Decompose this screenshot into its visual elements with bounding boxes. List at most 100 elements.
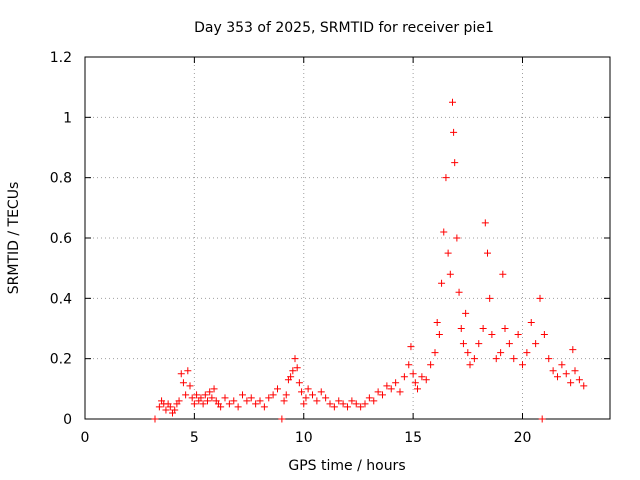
data-point	[462, 309, 470, 317]
data-point	[457, 325, 465, 332]
data-point	[278, 415, 286, 423]
data-point	[459, 340, 467, 348]
data-point	[326, 400, 334, 408]
data-point	[151, 415, 159, 423]
data-point	[527, 318, 535, 326]
data-point	[179, 379, 187, 387]
data-point	[188, 394, 196, 402]
data-point	[438, 279, 446, 287]
data-point	[339, 400, 347, 408]
data-point	[479, 325, 487, 332]
data-point	[182, 391, 190, 399]
data-point	[171, 406, 179, 414]
data-point	[536, 294, 544, 302]
data-point	[230, 397, 238, 405]
data-point	[282, 391, 290, 399]
data-point	[470, 355, 478, 363]
data-point	[274, 385, 281, 393]
data-point	[379, 391, 386, 399]
y-tick-labels: 0 0.2 0.4 0.6 0.8 1 1.2	[50, 50, 72, 428]
data-point	[221, 394, 229, 402]
data-point	[545, 355, 553, 363]
data-point	[427, 361, 435, 369]
x-tick-label: 10	[295, 430, 313, 446]
data-point	[361, 400, 369, 408]
data-point	[514, 331, 522, 339]
data-point	[475, 340, 483, 348]
data-point	[210, 385, 218, 393]
data-point	[302, 394, 310, 402]
data-point	[304, 385, 312, 393]
y-tick-label: 0.8	[50, 171, 72, 187]
data-point	[217, 403, 225, 411]
data-point	[357, 403, 365, 411]
axis-ticks	[84, 56, 610, 420]
data-point	[199, 400, 207, 408]
data-point	[558, 361, 566, 369]
data-point	[411, 379, 419, 387]
x-tick-label: 5	[190, 430, 199, 446]
data-point	[225, 400, 233, 408]
data-point	[466, 361, 474, 369]
data-point	[392, 379, 400, 387]
data-point	[540, 331, 548, 339]
data-point	[365, 394, 373, 402]
data-point	[486, 294, 494, 302]
data-point	[317, 388, 325, 396]
data-point	[234, 403, 242, 411]
data-point	[464, 349, 472, 357]
data-point	[204, 397, 211, 405]
data-point	[569, 346, 577, 354]
data-point	[400, 373, 408, 381]
data-point	[488, 331, 496, 339]
data-point	[497, 349, 505, 357]
x-tick-label: 15	[404, 430, 422, 446]
data-point	[186, 382, 194, 390]
data-point	[298, 388, 306, 396]
data-point	[532, 340, 540, 348]
data-point	[453, 234, 461, 242]
data-point	[442, 174, 450, 182]
data-point	[243, 397, 251, 405]
data-point	[571, 367, 579, 375]
data-point	[481, 219, 489, 227]
data-point	[455, 288, 463, 296]
data-point	[352, 400, 360, 408]
data-point	[383, 382, 391, 390]
data-point	[567, 379, 575, 387]
data-point	[575, 376, 583, 384]
x-tick-labels: 0 5 10 15 20	[81, 430, 532, 446]
data-point	[451, 159, 459, 167]
data-point	[265, 394, 273, 402]
data-point	[422, 376, 430, 384]
data-point	[293, 364, 301, 372]
y-tick-label: 0.6	[50, 231, 72, 247]
x-tick-label: 0	[81, 430, 90, 446]
y-tick-label: 0	[63, 412, 72, 428]
data-point	[407, 343, 415, 351]
data-point	[166, 403, 174, 411]
data-points	[151, 98, 588, 423]
data-point	[348, 397, 356, 405]
data-point	[562, 370, 570, 378]
data-point	[247, 394, 255, 402]
data-point	[260, 403, 268, 411]
data-point	[549, 367, 557, 375]
data-point	[444, 249, 452, 257]
data-point	[538, 415, 546, 423]
data-point	[554, 373, 561, 381]
data-point	[309, 391, 316, 399]
data-point	[208, 394, 216, 402]
data-point	[387, 385, 395, 393]
x-axis-label: GPS time / hours	[288, 458, 405, 474]
data-point	[414, 385, 421, 393]
data-point	[184, 367, 192, 375]
data-point	[322, 394, 330, 402]
data-point	[162, 406, 170, 414]
y-tick-label: 0.2	[50, 352, 72, 368]
data-point	[374, 388, 382, 396]
data-point	[269, 391, 277, 399]
data-point	[295, 379, 303, 387]
